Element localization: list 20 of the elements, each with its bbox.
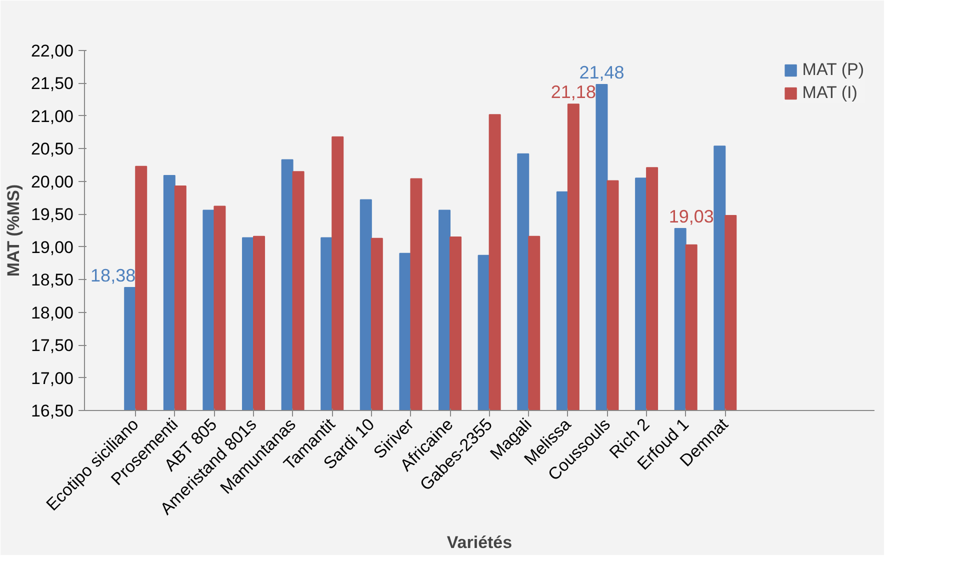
y-tick-label: 21,00 [30, 106, 74, 126]
y-axis-title: MAT (%MS) [4, 184, 23, 277]
data-label: 21,18 [550, 82, 596, 102]
data-label: 18,38 [90, 265, 136, 286]
y-tick-label: 19,50 [30, 205, 74, 224]
y-tick-label: 20,00 [30, 172, 74, 192]
y-tick-label: 20,50 [30, 140, 74, 159]
y-tick-label: 16,50 [30, 402, 74, 420]
data-label: 21,48 [579, 62, 624, 83]
y-tick-label: 22,00 [30, 42, 74, 60]
x-axis-title: Variétés [446, 533, 512, 552]
y-tick-label: 18,00 [30, 303, 74, 322]
y-tick-label: 17,50 [30, 336, 74, 356]
y-tick-label: 17,00 [30, 368, 74, 388]
data-label: 19,03 [668, 206, 714, 227]
legend-label: MAT (I) [802, 83, 858, 103]
legend-label: MAT (P) [802, 60, 864, 80]
y-tick-label: 19,00 [30, 238, 74, 257]
y-tick-label: 21,50 [30, 74, 74, 94]
y-tick-label: 18,50 [30, 270, 74, 290]
